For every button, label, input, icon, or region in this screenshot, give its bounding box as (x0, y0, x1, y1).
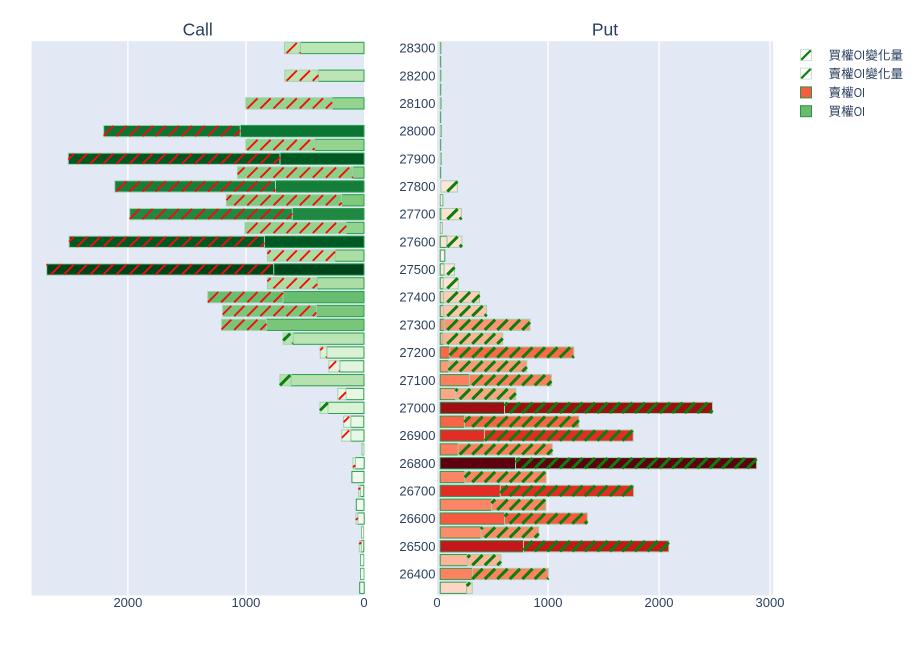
svg-text:27700: 27700 (399, 207, 435, 222)
svg-text:Put: Put (592, 20, 618, 40)
svg-text:27800: 27800 (399, 179, 435, 194)
svg-text:Call: Call (183, 20, 213, 40)
svg-text:26400: 26400 (399, 567, 435, 582)
svg-text:27400: 27400 (399, 290, 435, 305)
svg-text:27600: 27600 (399, 234, 435, 249)
svg-text:2000: 2000 (645, 595, 674, 610)
svg-text:27100: 27100 (399, 373, 435, 388)
svg-text:OI: OI (854, 105, 865, 119)
svg-text:28200: 28200 (399, 68, 435, 83)
svg-text:1000: 1000 (534, 595, 563, 610)
svg-text:2000: 2000 (113, 595, 142, 610)
svg-text:28000: 28000 (399, 124, 435, 139)
svg-text:OI: OI (854, 86, 865, 100)
svg-text:27900: 27900 (399, 151, 435, 166)
svg-text:1000: 1000 (231, 595, 260, 610)
svg-text:26500: 26500 (399, 539, 435, 554)
svg-text:OI: OI (854, 49, 865, 63)
svg-text:27000: 27000 (399, 401, 435, 416)
svg-text:3000: 3000 (756, 595, 785, 610)
svg-text:26900: 26900 (399, 428, 435, 443)
svg-text:26700: 26700 (399, 484, 435, 499)
svg-text:27300: 27300 (399, 317, 435, 332)
svg-text:0: 0 (433, 595, 440, 610)
svg-text:28300: 28300 (399, 41, 435, 56)
svg-text:27200: 27200 (399, 345, 435, 360)
svg-text:27500: 27500 (399, 262, 435, 277)
svg-text:26800: 26800 (399, 456, 435, 471)
svg-text:26600: 26600 (399, 511, 435, 526)
svg-text:0: 0 (360, 595, 367, 610)
svg-text:OI: OI (854, 67, 865, 81)
svg-text:28100: 28100 (399, 96, 435, 111)
